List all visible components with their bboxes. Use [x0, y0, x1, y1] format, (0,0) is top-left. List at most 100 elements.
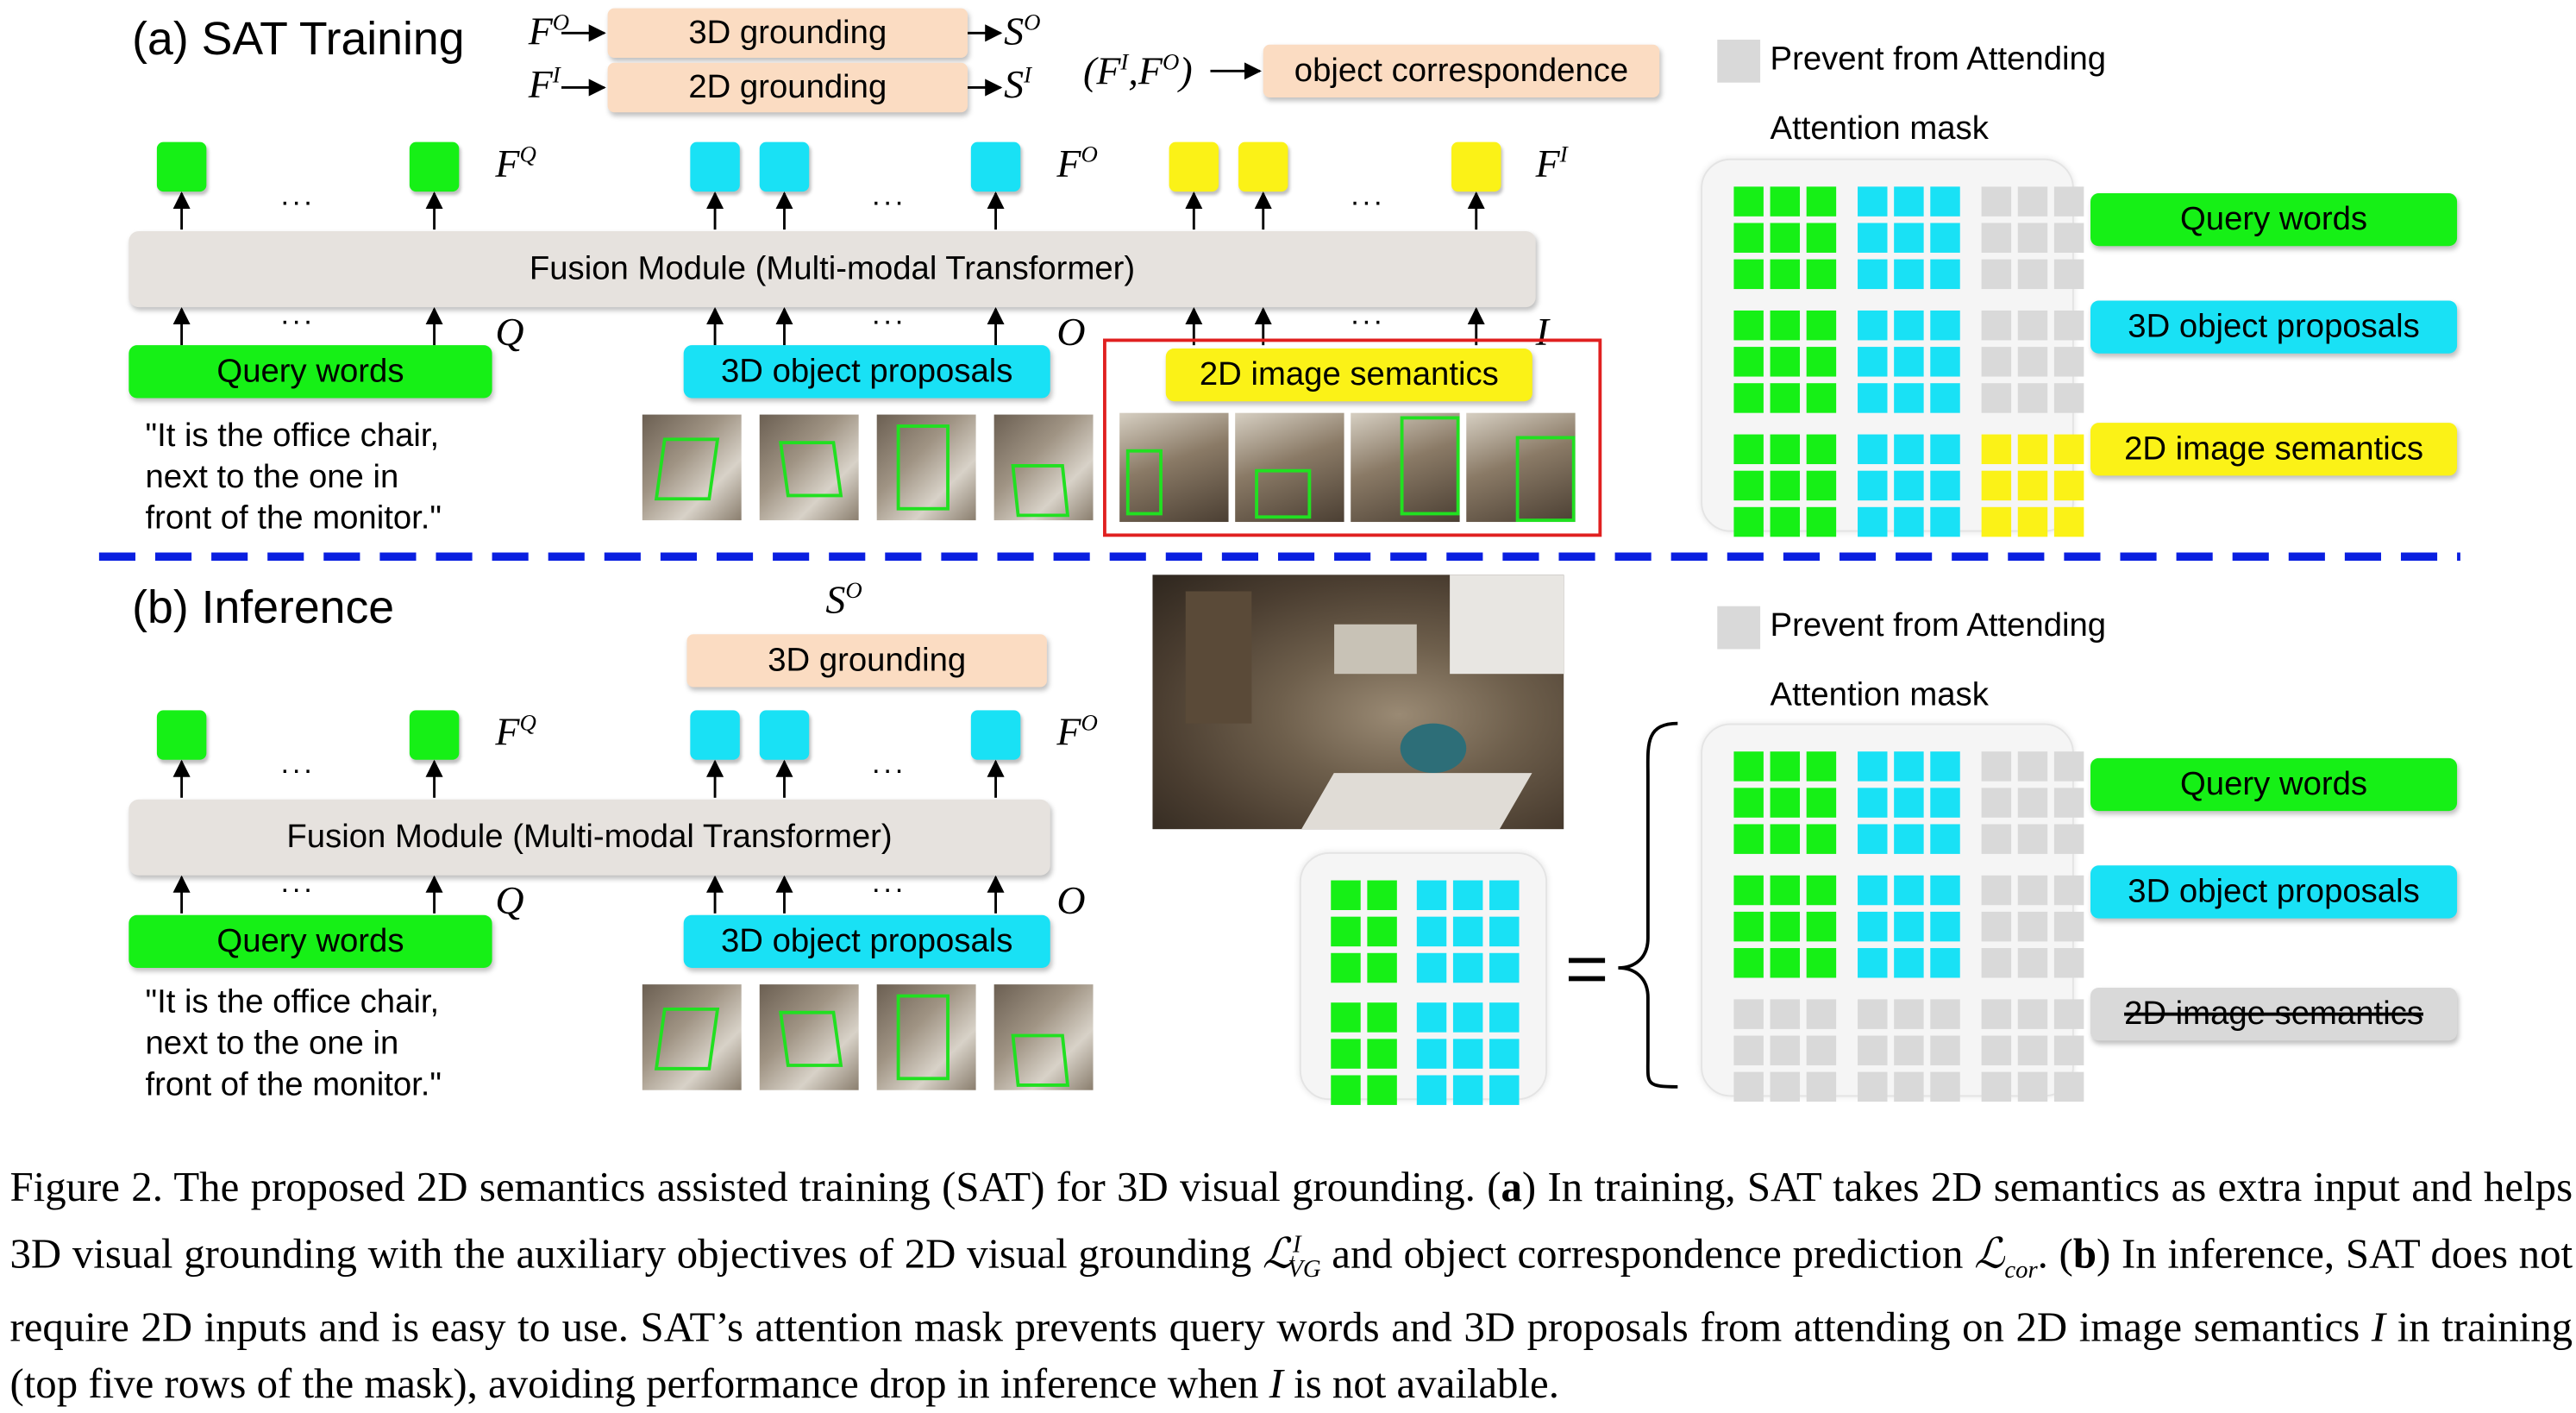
grounding-3d-inference: 3D grounding — [686, 634, 1047, 688]
mask-cell — [1452, 916, 1483, 947]
image-thumbnail — [1351, 412, 1460, 523]
mask-cell — [1858, 788, 1888, 818]
attention-mask-inference-small — [1299, 851, 1548, 1105]
mask-cell — [1733, 1035, 1764, 1065]
mask-cell — [2053, 788, 2084, 818]
mask-cell — [1858, 186, 1888, 217]
mask-cell — [1858, 223, 1888, 253]
image-thumbnail — [1466, 412, 1576, 523]
fo-input-label: FO — [528, 11, 570, 55]
mask-cell — [1930, 999, 1960, 1029]
mask-cell — [1930, 506, 1960, 537]
ellipsis: ... — [280, 297, 316, 330]
mask-cell — [1733, 911, 1764, 942]
legend-semantics-inference: 2D image semantics — [2090, 987, 2458, 1041]
mask-cell — [1806, 751, 1837, 782]
mask-cell — [1806, 223, 1837, 253]
mask-cell — [1770, 751, 1801, 782]
proposal-thumbnail — [993, 414, 1094, 521]
o-inference-label: O — [1056, 880, 1086, 924]
mask-cell — [1489, 952, 1520, 983]
mask-cell — [1770, 259, 1801, 290]
mask-cell — [1489, 1002, 1520, 1033]
mask-cell — [1930, 310, 1960, 341]
mask-cell — [1858, 506, 1888, 537]
mask-cell — [1930, 470, 1960, 501]
mask-cell — [1770, 788, 1801, 818]
ellipsis: ... — [1351, 297, 1386, 330]
mask-cell — [1930, 751, 1960, 782]
proposal-output-token — [690, 141, 740, 192]
mask-cell — [1981, 310, 2012, 341]
mask-cell — [2053, 383, 2084, 413]
mask-cell — [1930, 259, 1960, 290]
proposals-input: 3D object proposals — [683, 345, 1050, 399]
mask-cell — [2017, 223, 2048, 253]
q-label: Q — [495, 311, 524, 355]
legend-query-training: Query words — [2090, 193, 2458, 247]
mask-cell — [1981, 186, 2012, 217]
mask-cell — [1416, 952, 1447, 983]
mask-cell — [1858, 751, 1888, 782]
mask-cell — [2053, 186, 2084, 217]
mask-cell — [1930, 186, 1960, 217]
mask-cell — [1894, 506, 1924, 537]
proposals-inference: 3D object proposals — [683, 914, 1050, 969]
fq-inference-label: FQ — [495, 712, 536, 756]
mask-cell — [1894, 948, 1924, 978]
mask-cell — [1770, 347, 1801, 377]
mask-cell — [1733, 875, 1764, 906]
mask-cell — [1930, 911, 1960, 942]
mask-cell — [1367, 880, 1397, 910]
mask-cell — [1806, 310, 1837, 341]
mask-cell — [1733, 347, 1764, 377]
mask-cell — [1770, 875, 1801, 906]
query-words-input: Query words — [128, 345, 492, 399]
query-output-token — [409, 141, 460, 192]
mask-cell — [1930, 1071, 1960, 1102]
mask-brace — [1618, 721, 1678, 1089]
mask-cell — [1331, 880, 1361, 910]
mask-cell — [1981, 999, 2012, 1029]
mask-cell — [1806, 186, 1837, 217]
mask-cell — [1733, 310, 1764, 341]
mask-cell — [1489, 1075, 1520, 1105]
mask-cell — [1894, 223, 1924, 253]
mask-cell — [1894, 347, 1924, 377]
mask-cell — [1806, 470, 1837, 501]
prevent-legend-text: Prevent from Attending — [1770, 41, 2107, 78]
mask-cell — [1894, 186, 1924, 217]
mask-cell — [1770, 434, 1801, 465]
o-label: O — [1056, 311, 1086, 355]
mask-cell — [1770, 310, 1801, 341]
mask-cell — [1733, 751, 1764, 782]
mask-cell — [1930, 875, 1960, 906]
mask-cell — [1367, 952, 1397, 983]
ellipsis: ... — [1351, 178, 1386, 212]
ellipsis: ... — [871, 178, 907, 212]
mask-cell — [1806, 875, 1837, 906]
mask-cell — [1858, 434, 1888, 465]
legend-proposals-training: 3D object proposals — [2090, 300, 2458, 354]
mask-cell — [1858, 948, 1888, 978]
mask-cell — [1981, 1035, 2012, 1065]
proposal-thumbnail — [876, 414, 976, 521]
mask-cell — [1858, 999, 1888, 1029]
fusion-module-inference: Fusion Module (Multi-modal Transformer) — [128, 799, 1050, 876]
mask-cell — [1894, 999, 1924, 1029]
mask-cell — [1331, 1075, 1361, 1105]
query-sentence: "It is the office chair, next to the one… — [145, 418, 442, 537]
query-sentence-inference: "It is the office chair, next to the one… — [145, 984, 442, 1104]
prevent-legend-text-inference: Prevent from Attending — [1770, 607, 2107, 644]
attention-mask-training — [1701, 158, 2084, 537]
proposal-thumbnail — [759, 984, 859, 1090]
fo-label: FO — [1056, 143, 1098, 187]
ellipsis: ... — [871, 746, 907, 780]
si-output-label: SI — [1004, 64, 1032, 108]
mask-cell — [1806, 1071, 1837, 1102]
mask-cell — [1858, 1071, 1888, 1102]
mask-cell — [1858, 383, 1888, 413]
mask-cell — [2053, 223, 2084, 253]
mask-cell — [1770, 1071, 1801, 1102]
